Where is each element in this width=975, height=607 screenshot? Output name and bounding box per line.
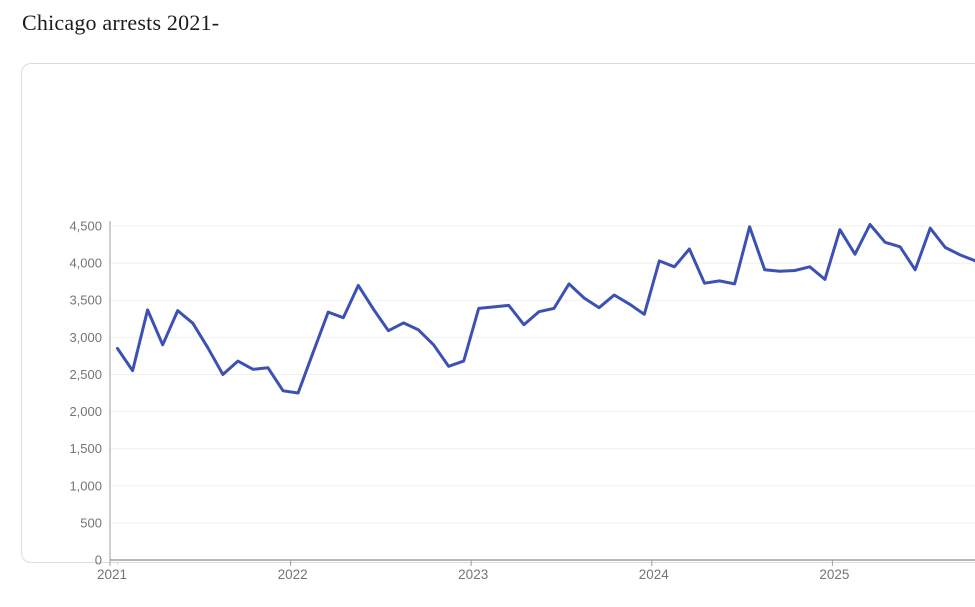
chart-card[interactable]: 0 500 1,000 1,500 2,000 2,500 3,000 3,500 4,000 4…	[21, 63, 975, 582]
svg-text:2022: 2022	[278, 567, 308, 582]
svg-text:2023: 2023	[458, 567, 488, 582]
svg-text:4,000: 4,000	[69, 256, 102, 271]
svg-text:2,000: 2,000	[69, 404, 102, 419]
svg-text:4,500: 4,500	[69, 219, 102, 234]
svg-text:2021: 2021	[97, 567, 127, 582]
line-chart: 0 500 1,000 1,500 2,000 2,500 3,000 3,500 4,000 4…	[22, 64, 975, 582]
svg-text:1,500: 1,500	[69, 441, 102, 456]
svg-text:1,000: 1,000	[69, 478, 102, 493]
svg-text:500: 500	[80, 515, 102, 530]
page-title: Chicago arrests 2021-	[22, 10, 220, 35]
svg-text:2025: 2025	[819, 567, 849, 582]
svg-text:3,000: 3,000	[69, 330, 102, 345]
svg-text:2,500: 2,500	[69, 367, 102, 382]
svg-text:3,500: 3,500	[69, 293, 102, 308]
svg-text:0: 0	[95, 553, 102, 568]
svg-text:2024: 2024	[639, 567, 670, 582]
